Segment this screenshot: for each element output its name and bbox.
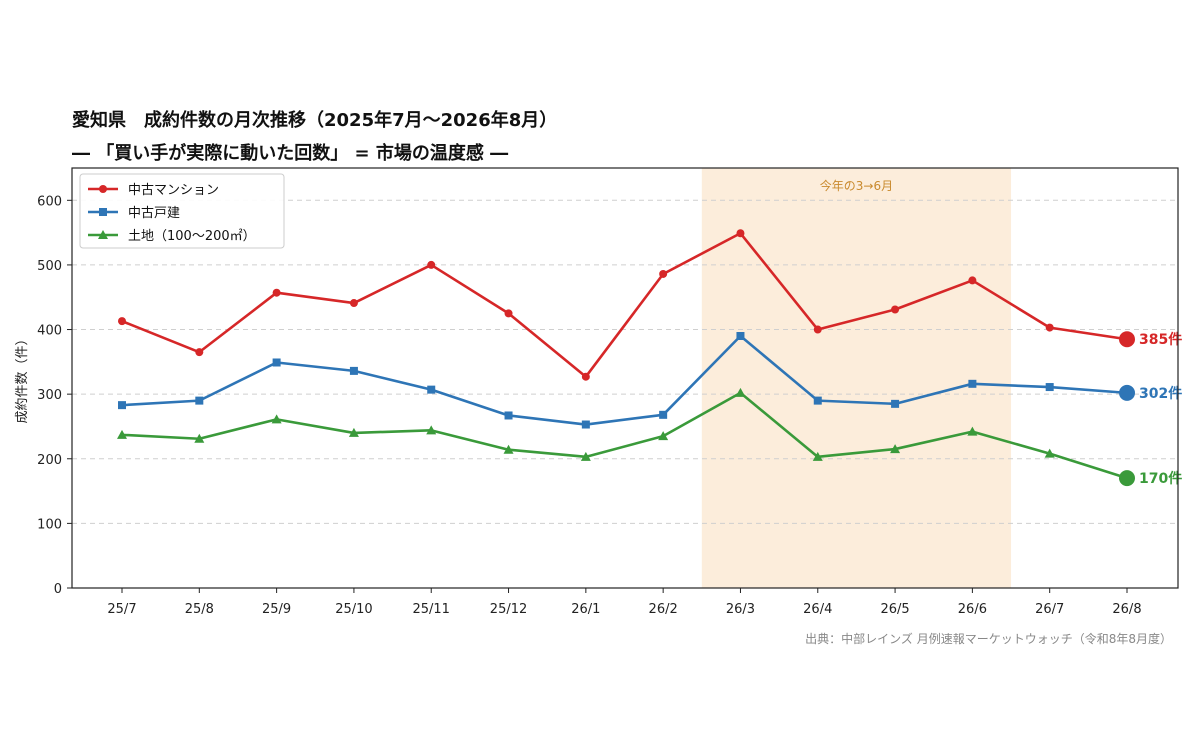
data-point (659, 410, 668, 419)
end-value-label: 385件 (1139, 331, 1182, 348)
series-line-1 (121, 334, 1128, 426)
data-point (581, 420, 590, 429)
x-tick-label: 26/2 (649, 602, 678, 617)
data-point (968, 379, 977, 388)
data-point (348, 427, 359, 437)
data-point (1044, 448, 1055, 458)
y-tick-label: 200 (37, 453, 62, 468)
data-point (349, 366, 358, 375)
plot-frame (71, 167, 1179, 589)
data-point (813, 396, 822, 405)
data-point (117, 429, 127, 439)
data-point (272, 288, 281, 297)
x-tick-label: 26/7 (1035, 602, 1064, 617)
x-tick-label: 25/8 (185, 602, 214, 617)
chart-title: 愛知県 成約件数の月次推移（2025年7月～2026年8月） (72, 110, 558, 131)
end-point-1 (1119, 384, 1135, 401)
legend-box (79, 173, 285, 249)
data-point (967, 426, 978, 436)
x-tick-label: 26/4 (803, 602, 832, 617)
legend-marker (99, 185, 107, 193)
data-point (1045, 383, 1054, 392)
data-point (891, 399, 900, 408)
data-point (504, 411, 513, 420)
legend-label: 中古マンション (128, 183, 219, 198)
x-tick-label: 26/3 (726, 602, 755, 617)
data-point (812, 451, 823, 461)
data-point (118, 317, 126, 326)
highlight-label: 今年の3→6月 (820, 178, 893, 193)
y-tick-label: 100 (37, 517, 62, 532)
x-tick-label: 25/7 (107, 602, 136, 617)
series-line-0 (121, 231, 1128, 379)
data-point (271, 414, 282, 424)
chart-subtitle: ― 「買い手が実際に動いた回数」 = 市場の温度感 ― (72, 143, 509, 164)
data-point (735, 387, 746, 397)
data-point (426, 425, 437, 435)
legend-label: 中古戸建 (128, 206, 180, 221)
x-tick-label: 25/10 (335, 602, 372, 617)
legend-marker (99, 208, 107, 216)
y-tick-label: 500 (37, 259, 62, 274)
x-tick-label: 25/9 (262, 602, 291, 617)
end-value-label: 170件 (1139, 470, 1182, 487)
data-point (195, 348, 204, 357)
data-point (813, 325, 822, 334)
data-point (968, 276, 977, 285)
x-tick-label: 26/6 (958, 602, 987, 617)
y-axis-label: 成約件数（件） (15, 332, 30, 423)
data-point (890, 444, 901, 454)
legend-marker (98, 230, 108, 239)
y-tick-label: 0 (54, 582, 62, 597)
data-point (503, 444, 514, 454)
y-tick-label: 600 (37, 194, 62, 209)
data-point (195, 396, 204, 405)
data-point (659, 269, 668, 278)
x-tick-label: 25/11 (412, 602, 449, 617)
x-tick-label: 25/12 (490, 602, 527, 617)
x-tick-label: 26/5 (880, 602, 909, 617)
data-point (736, 229, 745, 238)
data-point (658, 431, 669, 441)
data-point (427, 385, 436, 394)
x-tick-label: 26/8 (1112, 602, 1141, 617)
x-tick-label: 26/1 (571, 602, 600, 617)
end-point-0 (1119, 331, 1135, 348)
y-tick-label: 300 (37, 388, 62, 403)
data-point (1045, 323, 1054, 332)
legend-label: 土地（100～200㎡） (128, 229, 256, 244)
data-point (891, 305, 900, 314)
data-point (194, 433, 205, 443)
data-point (349, 299, 358, 308)
end-point-2 (1119, 470, 1135, 487)
data-point (427, 260, 436, 269)
data-point (272, 358, 281, 367)
y-tick-label: 400 (37, 324, 62, 339)
data-point (581, 372, 590, 381)
series-line-2 (121, 391, 1128, 480)
data-point (504, 309, 513, 318)
data-point (580, 451, 591, 461)
source-note: 出典：中部レインズ 月例速報マーケットウォッチ（令和8年8月度） (805, 632, 1172, 646)
end-value-label: 302件 (1139, 385, 1182, 402)
data-point (118, 401, 126, 410)
highlight-band (701, 168, 1012, 588)
data-point (736, 332, 745, 340)
